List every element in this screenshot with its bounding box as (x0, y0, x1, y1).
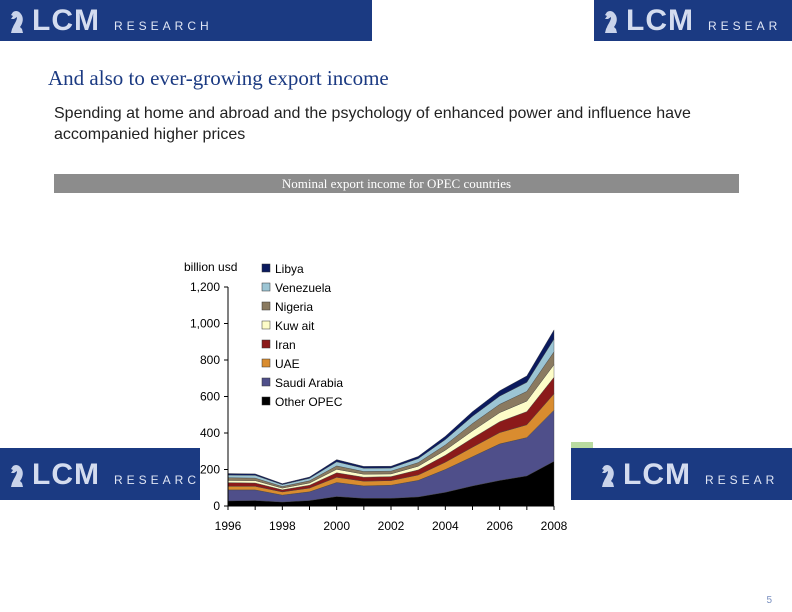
y-axis-label: billion usd (184, 260, 237, 274)
lcm-logo: LCM RESEARCH (8, 6, 213, 36)
legend-swatch (261, 282, 271, 292)
axes: 0 200 400 600 800 1,000 1,200 1996 1998 2000 2002 2… (190, 280, 568, 533)
accent-mark (571, 442, 593, 448)
x-tick-label: 1996 (215, 519, 242, 533)
legend-swatch (261, 320, 271, 330)
lcm-logo: LCM RESEARCH (8, 460, 200, 490)
lcm-wordmark: LCM (32, 4, 100, 37)
legend-label: UAE (275, 357, 300, 371)
area-saudi-arabia (227, 409, 555, 503)
legend-label: Saudi Arabia (275, 376, 343, 390)
knight-icon (602, 464, 614, 487)
knight-icon (11, 464, 23, 487)
area-venezuela (227, 338, 555, 487)
lcm-logo: LCM RESEAR (602, 6, 781, 36)
area-libya (227, 329, 555, 485)
mid-right-banner: LCM RESEAR (571, 448, 792, 500)
area-layers (227, 329, 555, 507)
top-left-banner: LCM RESEARCH (0, 0, 372, 41)
legend-label: Iran (275, 338, 296, 352)
research-wordmark: RESEAR (704, 473, 779, 487)
x-tick-label: 2008 (541, 519, 568, 533)
plot-background (228, 287, 554, 506)
area-iran (227, 376, 555, 493)
x-tick-label: 2006 (486, 519, 513, 533)
y-tick-label: 400 (200, 426, 220, 440)
knight-icon (11, 10, 23, 33)
lcm-wordmark: LCM (32, 458, 100, 491)
area-kuw-ait (227, 363, 555, 491)
x-tick-label: 2002 (378, 519, 405, 533)
x-tick-label: 2000 (323, 519, 350, 533)
legend-label: Other OPEC (275, 395, 343, 409)
lcm-wordmark: LCM (626, 4, 694, 37)
legend-swatch (261, 358, 271, 368)
research-wordmark: RESEAR (707, 19, 782, 33)
x-tick-label: 1998 (269, 519, 296, 533)
top-right-banner: LCM RESEAR (594, 0, 792, 41)
mid-left-banner: LCM RESEARCH (0, 448, 200, 500)
legend: Libya Venezuela Nigeria Kuw ait Iran UAE Saudi… (261, 262, 343, 409)
legend-swatch (261, 301, 271, 311)
legend-swatch (261, 339, 271, 349)
chart-caption: Nominal export income for OPEC countries (54, 174, 739, 193)
y-tick-label: 0 (213, 499, 220, 513)
legend-label: Kuw ait (275, 319, 315, 333)
legend-label: Nigeria (275, 300, 313, 314)
area-nigeria (227, 351, 555, 489)
y-tick-label: 600 (200, 390, 220, 404)
y-tick-label: 1,200 (190, 280, 220, 294)
knight-icon (605, 10, 617, 33)
x-tick-label: 2004 (432, 519, 459, 533)
lcm-wordmark: LCM (623, 458, 691, 491)
research-wordmark: RESEARCH (113, 473, 200, 487)
slide-subtitle: Spending at home and abroad and the psyc… (54, 105, 691, 143)
page-number: 5 (766, 595, 772, 606)
research-wordmark: RESEARCH (113, 19, 213, 33)
y-tick-label: 200 (200, 463, 220, 477)
legend-swatch (261, 263, 271, 273)
legend-swatch (261, 377, 271, 387)
legend-label: Libya (275, 262, 304, 276)
area-uae (227, 393, 555, 496)
lcm-logo: LCM RESEAR (599, 460, 778, 490)
y-tick-label: 800 (200, 353, 220, 367)
legend-swatch (261, 396, 271, 406)
legend-label: Venezuela (275, 281, 331, 295)
area-other-opec (227, 460, 555, 507)
y-tick-label: 1,000 (190, 317, 220, 331)
slide-title: And also to ever-growing export income (48, 66, 389, 90)
